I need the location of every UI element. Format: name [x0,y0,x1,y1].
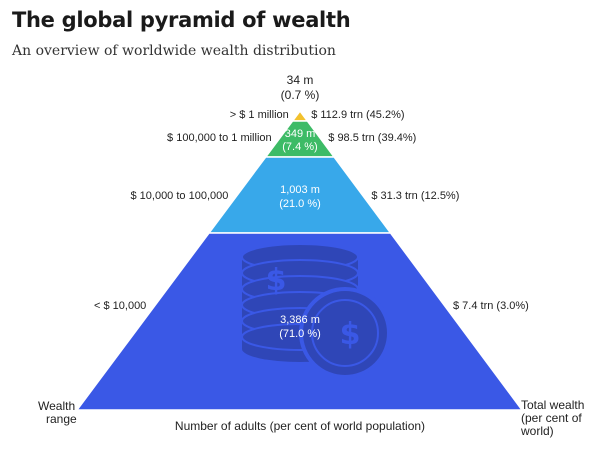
tier-4-wealth-range: < $ 10,000 [94,300,146,312]
tier-3-wealth-range: $ 10,000 to 100,000 [130,190,228,202]
coin-stack-icon: $$ [241,243,391,379]
svg-text:$: $ [266,263,287,298]
bottom-axis-label: Number of adults (per cent of world popu… [175,419,425,433]
tier-2-adults: 349 m [285,128,316,140]
chart-subtitle: An overview of worldwide wealth distribu… [12,43,336,59]
tier-1-adults-share: (0.7 %) [281,88,320,102]
chart-title: The global pyramid of wealth [12,8,351,32]
tier-3-adults: 1,003 m [280,184,320,196]
left-axis-label-line-2: range [46,412,77,426]
svg-text:$: $ [340,317,361,352]
right-axis-label-line-3: world) [520,424,554,438]
right-axis-label-line-1: Total wealth [521,398,584,412]
tier-1-adults: 34 m [287,73,314,87]
tier-2-total-wealth: $ 98.5 trn (39.4%) [328,132,416,144]
tier-1-total-wealth: $ 112.9 trn (45.2%) [311,109,404,121]
tier-2-wealth-range: $ 100,000 to 1 million [167,132,272,144]
tier-2-adults-share: (7.4 %) [282,141,317,153]
tier-3-adults-share: (21.0 %) [279,198,321,210]
tier-1-wealth-range: > $ 1 million [230,109,289,121]
tier-4-adults-share: (71.0 %) [279,328,321,340]
pyramid-tier-1 [291,109,309,122]
tier-3-total-wealth: $ 31.3 trn (12.5%) [371,190,459,202]
left-axis-label-line-1: Wealth [38,399,75,413]
right-axis-label-line-2: (per cent of [521,411,582,425]
tier-4-adults: 3,386 m [280,314,320,326]
tier-4-total-wealth: $ 7.4 trn (3.0%) [453,300,529,312]
